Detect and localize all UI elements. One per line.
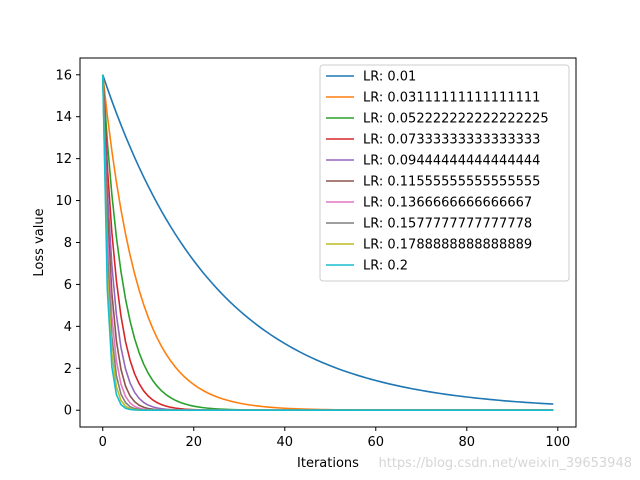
x-axis: 0 20 40 60 80 100 — [99, 427, 570, 450]
legend-label: LR: 0.2 — [363, 259, 408, 274]
legend-label: LR: 0.1366666666666667 — [363, 196, 532, 211]
legend-label: LR: 0.09444444444444444 — [363, 154, 540, 169]
series-line — [101, 74, 554, 412]
x-tick-label: 40 — [276, 435, 293, 450]
y-tick-label: 16 — [55, 68, 72, 83]
x-tick-label: 80 — [459, 435, 476, 450]
legend-label: LR: 0.052222222222222225 — [363, 112, 549, 127]
y-tick-label: 6 — [64, 278, 72, 293]
legend-label: LR: 0.1577777777777778 — [363, 217, 532, 232]
legend-box — [319, 64, 570, 282]
y-axis: 0 2 4 6 8 10 12 14 16 — [55, 68, 80, 419]
x-tick-label: 100 — [545, 435, 570, 450]
y-tick-label: 14 — [55, 110, 72, 125]
x-axis-label: Iterations — [297, 456, 359, 471]
series-line — [101, 74, 554, 405]
y-tick-label: 4 — [64, 320, 72, 335]
legend-label: LR: 0.03111111111111111 — [363, 91, 540, 106]
y-tick-label: 2 — [64, 362, 72, 377]
legend-label: LR: 0.01 — [363, 70, 416, 85]
x-tick-label: 60 — [368, 435, 385, 450]
watermark: https://blog.csdn.net/weixin_39653948 — [378, 456, 632, 471]
y-axis-label: Loss value — [32, 208, 47, 276]
y-tick-label: 0 — [64, 404, 72, 419]
x-tick-label: 0 — [99, 435, 107, 450]
series-layer — [101, 74, 554, 412]
legend-label: LR: 0.07333333333333333 — [363, 133, 540, 148]
legend-label: LR: 0.1788888888888889 — [363, 238, 532, 253]
legend-label: LR: 0.11555555555555555 — [363, 175, 540, 190]
y-tick-label: 8 — [64, 236, 72, 251]
x-tick-label: 20 — [185, 435, 202, 450]
y-tick-label: 10 — [55, 194, 72, 209]
y-tick-label: 12 — [55, 152, 72, 167]
legend: LR: 0.01 LR: 0.03111111111111111 LR: 0.052… — [319, 64, 570, 282]
